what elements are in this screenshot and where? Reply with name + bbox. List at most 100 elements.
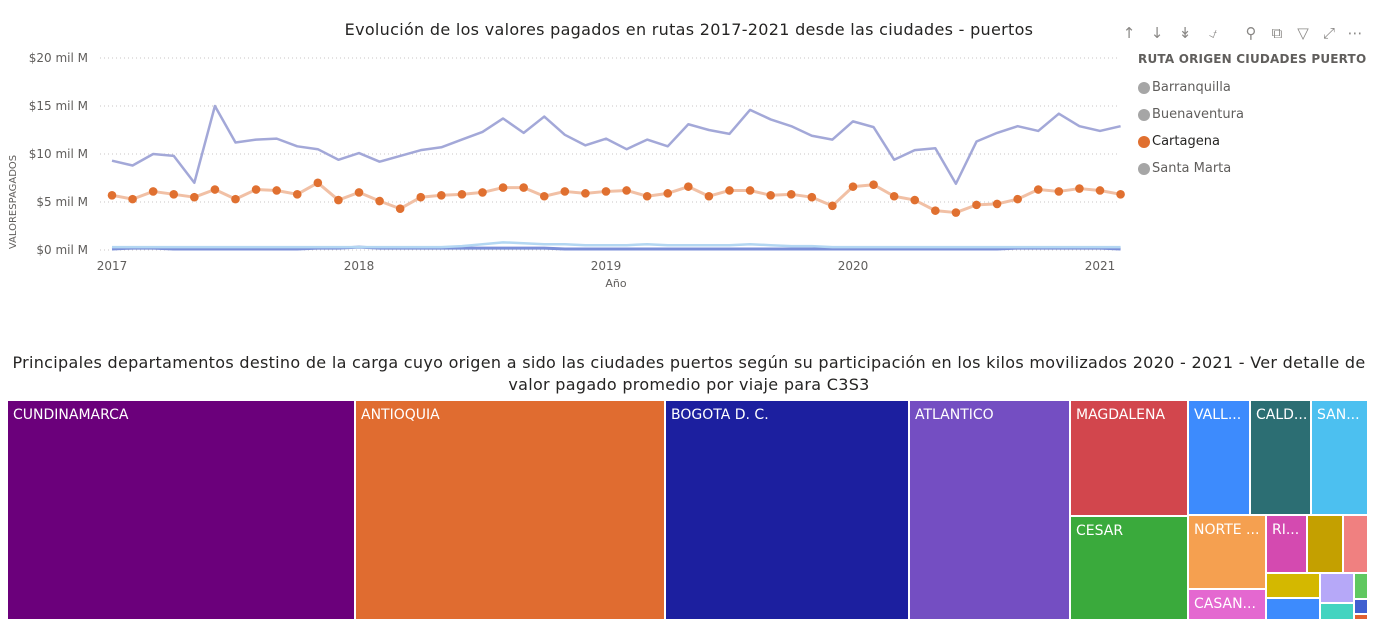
double-arrow-down-icon[interactable]: ↡ (1178, 24, 1192, 42)
treemap-tile-atlantico[interactable]: ATLANTICO (909, 400, 1070, 620)
x-tick-label: 2018 (344, 259, 375, 273)
cartagena-point (786, 190, 796, 199)
cartagena-point (498, 183, 508, 192)
treemap-tile-small-8[interactable] (1354, 599, 1368, 614)
cartagena-point (272, 186, 281, 195)
treemap-tile-small-3[interactable] (1266, 573, 1320, 598)
cartagena-point (581, 189, 590, 198)
arrow-down-icon[interactable]: ↓ (1150, 24, 1164, 42)
treemap-tile-small-2[interactable] (1343, 515, 1368, 573)
cartagena-point (766, 190, 775, 200)
tile-label: ATLANTICO (915, 407, 994, 423)
treemap-tile-small-4[interactable] (1320, 573, 1354, 603)
series-lines (111, 104, 1121, 251)
cartagena-point (601, 187, 611, 196)
x-axis-label: Año (605, 277, 626, 290)
treemap-tile-norte-santander[interactable]: NORTE ... (1188, 515, 1266, 589)
cartagena-point (1095, 186, 1105, 195)
cartagena-point (334, 195, 343, 205)
cartagena-point (251, 185, 261, 194)
treemap-tile-small-9[interactable] (1354, 614, 1368, 620)
series-line-cartagena (111, 181, 1121, 215)
cartagena-point (313, 178, 323, 188)
cartagena-point (457, 190, 467, 199)
treemap-tile-risaralda[interactable]: RI... (1266, 515, 1307, 573)
cartagena-point (1054, 187, 1064, 196)
treemap-tile-small-5[interactable] (1354, 573, 1368, 599)
grid-lines (100, 57, 1118, 251)
y-tick-label: $20 mil M (29, 51, 88, 65)
treemap-tile-antioquia[interactable]: ANTIOQUIA (355, 400, 665, 620)
legend-label: Santa Marta (1152, 161, 1232, 176)
cartagena-point (910, 195, 920, 205)
treemap-tile-cesar[interactable]: CESAR (1070, 516, 1188, 620)
treemap-tile-small-7[interactable] (1320, 603, 1354, 620)
series-line-barranquilla (111, 245, 1121, 251)
cartagena-markers (107, 178, 1125, 217)
tile-label: CESAR (1076, 523, 1124, 539)
legend-item-santa-marta[interactable]: Santa Marta (1138, 155, 1374, 182)
tile-label: CASAN... (1194, 596, 1256, 612)
cartagena-point (539, 191, 549, 201)
treemap-tile-santander[interactable]: SAN... (1311, 400, 1368, 515)
legend: RUTA ORIGEN CIUDADES PUERTO Barranquilla… (1138, 50, 1374, 182)
more-options-icon[interactable]: ⋯ (1347, 24, 1363, 42)
treemap-tile-small-6[interactable] (1266, 598, 1320, 620)
expand-hierarchy-icon[interactable]: ⍻ (1208, 24, 1218, 42)
cartagena-point (807, 192, 817, 202)
visual-toolbar: ↑ ↓ ↡ ⍻ ⚲ ⧉ ▽ ⤢ ⋯ (1118, 22, 1378, 46)
series-line-santa-marta (112, 241, 1121, 249)
legend-dot-icon (1138, 108, 1150, 121)
cartagena-point (519, 183, 528, 192)
cartagena-point (972, 200, 981, 210)
cartagena-point (622, 186, 631, 195)
cartagena-point (869, 180, 878, 190)
legend-title: RUTA ORIGEN CIUDADES PUERTO (1138, 52, 1367, 66)
cartagena-point (231, 194, 240, 204)
cartagena-point (951, 208, 961, 217)
filter-icon[interactable]: ▽ (1297, 24, 1309, 42)
cartagena-point (684, 182, 693, 191)
y-tick-label: $15 mil M (29, 99, 88, 113)
treemap-tile-cundinamarca[interactable]: CUNDINAMARCA (7, 400, 355, 620)
y-axis-ticks: $0 mil M $5 mil M $10 mil M $15 mil M $20 mi… (29, 51, 88, 257)
tile-label: MAGDALENA (1076, 407, 1166, 423)
y-tick-label: $0 mil M (36, 243, 88, 257)
copy-icon[interactable]: ⧉ (1271, 24, 1283, 42)
cartagena-point (128, 194, 137, 204)
cartagena-point (745, 186, 755, 195)
tile-label: BOGOTA D. C. (671, 407, 769, 423)
treemap-title: Principales departamentos destino de la … (12, 353, 1366, 394)
treemap-tile-bogota[interactable]: BOGOTA D. C. (665, 400, 909, 620)
focus-mode-icon[interactable]: ⤢ (1322, 24, 1335, 42)
cartagena-point (848, 182, 858, 191)
y-axis-label: VALORESPAGADOS (8, 155, 19, 249)
tile-label: SAN... (1317, 407, 1360, 423)
tile-label: VALL... (1194, 407, 1242, 423)
series-line-buenaventura (111, 104, 1121, 186)
tile-label: CALD... (1256, 407, 1308, 423)
legend-item-cartagena[interactable]: Cartagena (1138, 128, 1374, 155)
cartagena-point (478, 188, 487, 197)
treemap-tile-small-1[interactable] (1307, 515, 1343, 573)
tile-label: RI... (1272, 522, 1300, 538)
legend-label: Cartagena (1152, 134, 1220, 149)
cartagena-point (1075, 184, 1084, 193)
cartagena-point (169, 190, 179, 199)
cartagena-point (292, 190, 302, 199)
legend-label: Barranquilla (1152, 80, 1231, 95)
cartagena-point (704, 191, 714, 201)
pin-icon[interactable]: ⚲ (1245, 24, 1257, 42)
treemap-tile-casanare[interactable]: CASAN... (1188, 589, 1266, 620)
legend-item-buenaventura[interactable]: Buenaventura (1138, 101, 1374, 128)
treemap-tile-magdalena[interactable]: MAGDALENA (1070, 400, 1188, 516)
cartagena-point (560, 187, 570, 196)
y-tick-label: $5 mil M (36, 195, 88, 209)
legend-item-barranquilla[interactable]: Barranquilla (1138, 74, 1374, 101)
treemap-tile-caldas[interactable]: CALD... (1250, 400, 1311, 515)
cartagena-point (416, 192, 426, 202)
cartagena-point (1033, 185, 1043, 194)
treemap-tile-valle[interactable]: VALL... (1188, 400, 1250, 515)
arrow-up-icon[interactable]: ↑ (1122, 24, 1136, 42)
cartagena-point (828, 201, 837, 211)
